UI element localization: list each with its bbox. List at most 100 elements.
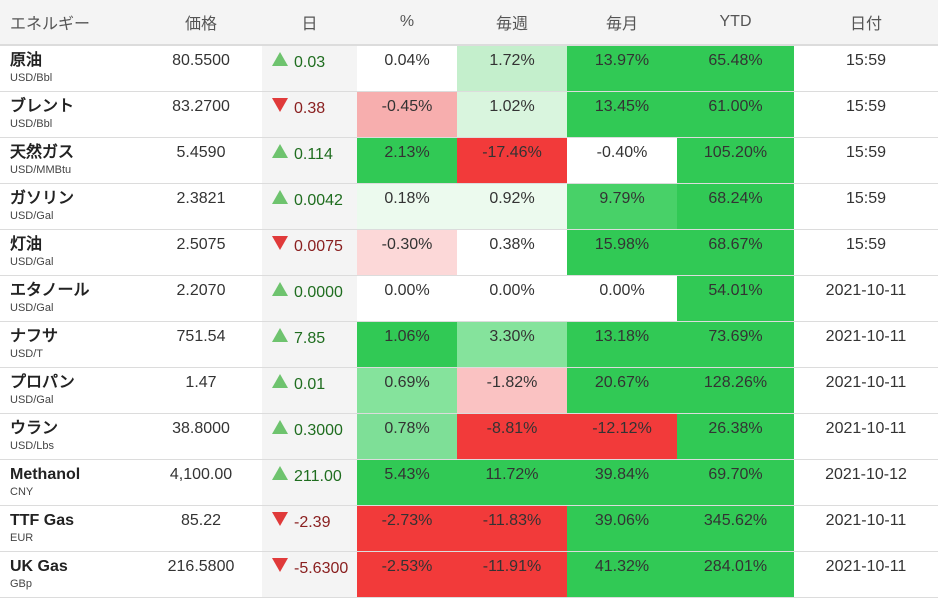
- commodity-name-link[interactable]: ナフサ: [10, 328, 59, 345]
- price-cell: 751.54: [140, 321, 262, 368]
- commodity-name-link[interactable]: ウラン: [10, 420, 59, 437]
- day-change-wrap: 0.114: [272, 138, 357, 164]
- weekly-cell: -11.91%: [457, 551, 567, 598]
- triangle-down-icon: [272, 512, 288, 526]
- header-percent[interactable]: %: [357, 0, 457, 46]
- weekly-value: -11.83%: [482, 512, 542, 529]
- monthly-value: 13.18%: [594, 328, 650, 345]
- price-value: 38.8000: [172, 420, 230, 437]
- commodity-cell: プロパン USD/Gal: [0, 367, 140, 414]
- day-change-value: 0.0075: [294, 238, 343, 255]
- price-value: 4,100.00: [169, 466, 233, 483]
- pct-cell: 0.00%: [357, 275, 457, 322]
- monthly-value: 39.06%: [594, 512, 650, 529]
- triangle-down-icon: [272, 558, 288, 572]
- header-row: エネルギー 価格 日 % 毎週 毎月 YTD 日付: [0, 0, 938, 46]
- header-price[interactable]: 価格: [140, 0, 262, 46]
- weekly-cell: 0.38%: [457, 229, 567, 276]
- commodity-name-link[interactable]: TTF Gas: [10, 512, 75, 529]
- commodity-name-link[interactable]: エタノール: [10, 282, 90, 299]
- date-value: 2021-10-11: [825, 328, 907, 345]
- header-date[interactable]: 日付: [794, 0, 938, 46]
- commodity-cell: 原油 USD/Bbl: [0, 45, 140, 92]
- price-value: 2.5075: [176, 236, 226, 253]
- monthly-cell: 39.06%: [567, 505, 677, 552]
- header-ytd[interactable]: YTD: [677, 0, 794, 46]
- pct-value: -2.73%: [381, 512, 433, 529]
- ytd-value: 284.01%: [703, 558, 768, 575]
- monthly-cell: 13.97%: [567, 45, 677, 92]
- weekly-value: 0.92%: [489, 190, 535, 207]
- monthly-value: -12.12%: [592, 420, 652, 437]
- commodity-name-link[interactable]: プロパン: [10, 374, 75, 391]
- day-change-value: 0.0042: [294, 192, 343, 209]
- day-change-cell: 0.0000: [262, 275, 357, 322]
- monthly-cell: 0.00%: [567, 275, 677, 322]
- commodity-name-link[interactable]: 灯油: [10, 236, 43, 253]
- commodity-name-link[interactable]: UK Gas: [10, 558, 68, 575]
- date-cell: 15:59: [794, 183, 938, 230]
- price-value: 83.2700: [172, 98, 230, 115]
- header-weekly[interactable]: 毎週: [457, 0, 567, 46]
- ytd-value: 69.70%: [708, 466, 763, 483]
- day-change-value: -2.39: [294, 514, 331, 531]
- pct-cell: 1.06%: [357, 321, 457, 368]
- day-change-value: 0.114: [294, 146, 333, 163]
- day-change-value: 0.03: [294, 54, 326, 71]
- price-cell: 4,100.00: [140, 459, 262, 506]
- commodity-name-link[interactable]: 天然ガス: [10, 144, 75, 161]
- day-change-value: 211.00: [294, 468, 342, 485]
- price-cell: 1.47: [140, 367, 262, 414]
- pct-cell: 0.78%: [357, 413, 457, 460]
- date-cell: 15:59: [794, 229, 938, 276]
- triangle-down-icon: [272, 98, 288, 112]
- day-change-value: 0.01: [294, 376, 326, 393]
- commodity-name-link[interactable]: ガソリン: [10, 190, 75, 207]
- header-day[interactable]: 日: [262, 0, 357, 46]
- ytd-value: 61.00%: [708, 98, 763, 115]
- day-change-wrap: -2.39: [272, 506, 357, 532]
- pct-value: -0.30%: [381, 236, 433, 253]
- header-monthly[interactable]: 毎月: [567, 0, 677, 46]
- triangle-up-icon: [272, 466, 288, 480]
- date-cell: 2021-10-11: [794, 413, 938, 460]
- commodity-name-link[interactable]: ブレント: [10, 98, 75, 115]
- day-change-value: 7.85: [294, 330, 326, 347]
- ytd-cell: 65.48%: [677, 45, 794, 92]
- commodity-name-link[interactable]: 原油: [10, 52, 43, 69]
- weekly-value: -11.91%: [482, 558, 542, 575]
- day-change-wrap: 211.00: [272, 460, 357, 486]
- weekly-value: -17.46%: [482, 144, 542, 161]
- date-value: 2021-10-11: [825, 558, 907, 575]
- weekly-cell: 1.02%: [457, 91, 567, 138]
- price-value: 2.2070: [176, 282, 226, 299]
- weekly-cell: -1.82%: [457, 367, 567, 414]
- day-change-wrap: 0.0000: [272, 276, 357, 302]
- date-value: 15:59: [845, 144, 887, 161]
- pct-cell: 2.13%: [357, 137, 457, 184]
- table-row: エタノール USD/Gal 2.2070 0.0000 0.00% 0.00% 0.00% 5…: [0, 275, 938, 322]
- date-cell: 15:59: [794, 91, 938, 138]
- table-row: ブレント USD/Bbl 83.2700 0.38 -0.45% 1.02% 13.45% 6…: [0, 91, 938, 138]
- monthly-cell: 9.79%: [567, 183, 677, 230]
- commodity-unit: USD/Gal: [10, 394, 54, 406]
- commodity-cell: ガソリン USD/Gal: [0, 183, 140, 230]
- monthly-cell: -0.40%: [567, 137, 677, 184]
- ytd-cell: 68.67%: [677, 229, 794, 276]
- table-row: 原油 USD/Bbl 80.5500 0.03 0.04% 1.72% 13.97% 65.4…: [0, 45, 938, 92]
- pct-cell: 0.69%: [357, 367, 457, 414]
- monthly-value: 9.79%: [599, 190, 645, 207]
- date-cell: 15:59: [794, 137, 938, 184]
- date-cell: 2021-10-11: [794, 321, 938, 368]
- header-energy[interactable]: エネルギー: [0, 0, 140, 46]
- commodity-unit: CNY: [10, 486, 34, 498]
- commodity-name-link[interactable]: Methanol: [10, 466, 81, 483]
- commodity-unit: EUR: [10, 532, 34, 544]
- date-value: 2021-10-11: [825, 374, 907, 391]
- date-value: 2021-10-11: [825, 282, 907, 299]
- day-change-wrap: 0.03: [272, 46, 357, 72]
- price-cell: 2.2070: [140, 275, 262, 322]
- date-value: 15:59: [845, 52, 887, 69]
- day-change-wrap: 0.0075: [272, 230, 357, 256]
